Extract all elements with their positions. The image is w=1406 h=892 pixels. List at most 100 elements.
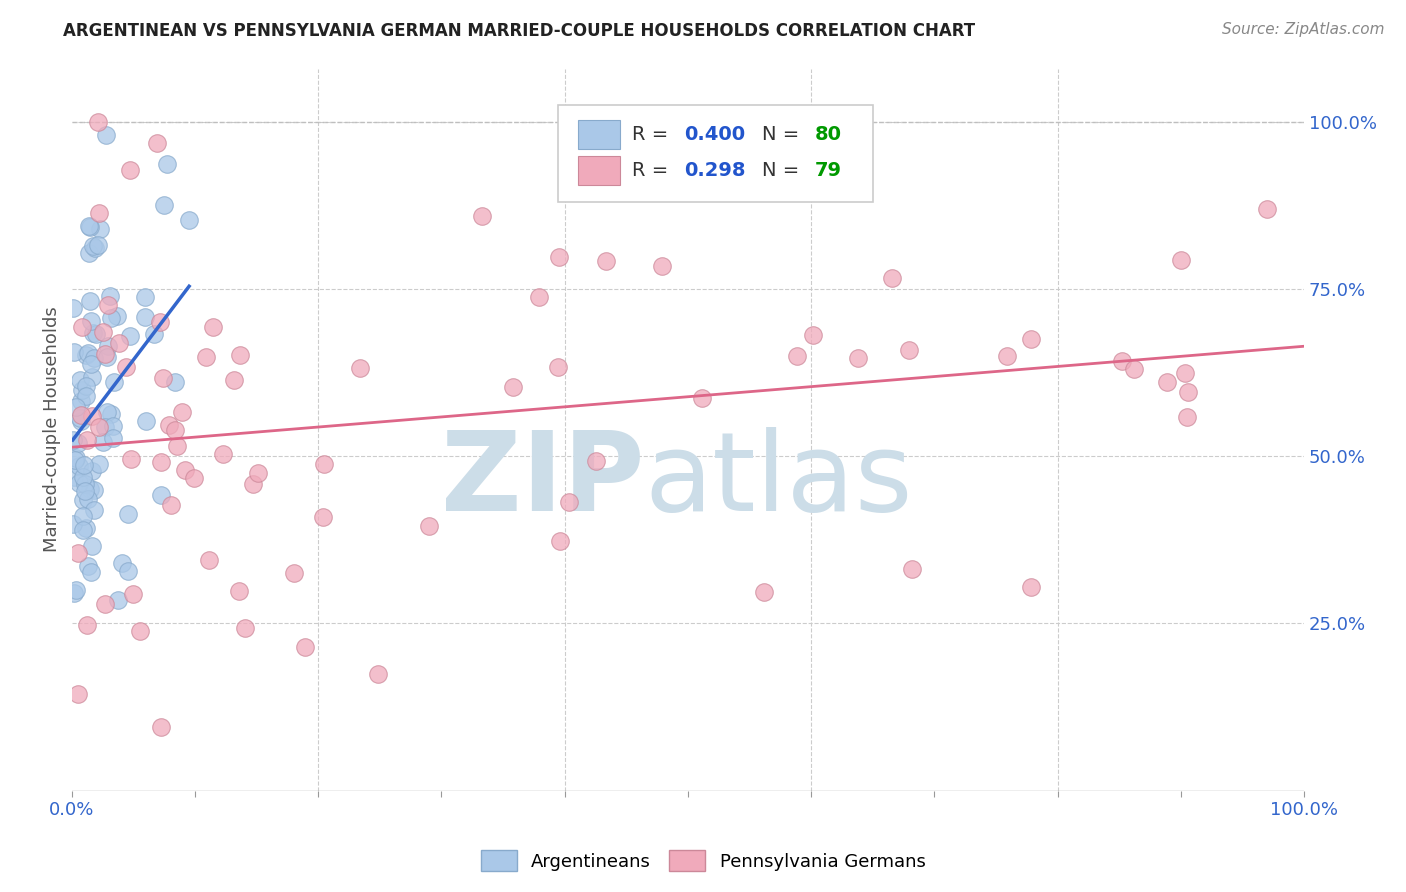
Text: Source: ZipAtlas.com: Source: ZipAtlas.com <box>1222 22 1385 37</box>
Point <box>228 583 250 598</box>
Point <box>1111 354 1133 368</box>
Point <box>848 351 870 365</box>
Point <box>75 348 97 362</box>
Point <box>70 408 93 422</box>
Point <box>96 351 118 365</box>
Point <box>76 433 98 447</box>
Point <box>418 519 440 533</box>
Point <box>153 197 176 211</box>
FancyBboxPatch shape <box>578 156 620 185</box>
Point <box>82 238 104 252</box>
Point <box>247 466 270 480</box>
Point <box>84 326 107 341</box>
Point <box>146 136 169 151</box>
Text: N =: N = <box>762 125 806 144</box>
Point <box>103 375 125 389</box>
Point <box>79 219 101 234</box>
Point <box>72 458 94 473</box>
Point <box>242 477 264 491</box>
Point <box>77 491 100 506</box>
Point <box>801 327 824 342</box>
Point <box>97 339 120 353</box>
Point <box>87 420 110 434</box>
Point <box>283 566 305 580</box>
Point <box>548 533 571 548</box>
Point <box>222 373 245 387</box>
Point <box>129 624 152 639</box>
Point <box>585 453 607 467</box>
Point <box>69 410 91 425</box>
Point <box>692 391 714 405</box>
Point <box>83 503 105 517</box>
Point <box>65 582 87 597</box>
Point <box>70 413 93 427</box>
Point <box>79 294 101 309</box>
Point <box>72 492 94 507</box>
Point <box>72 470 94 484</box>
Point <box>557 495 579 509</box>
Point <box>502 380 524 394</box>
Point <box>63 586 86 600</box>
Point <box>179 213 201 227</box>
Point <box>117 564 139 578</box>
Point <box>91 435 114 450</box>
Point <box>882 271 904 285</box>
Text: 0.298: 0.298 <box>685 161 745 180</box>
Point <box>1123 362 1146 376</box>
FancyBboxPatch shape <box>578 120 620 149</box>
Point <box>101 419 124 434</box>
Point <box>70 383 93 397</box>
Point <box>62 301 84 315</box>
Point <box>87 238 110 252</box>
Point <box>166 439 188 453</box>
Point <box>134 290 156 304</box>
Point <box>89 206 111 220</box>
Point <box>752 585 775 599</box>
Point <box>997 349 1019 363</box>
Point <box>75 379 97 393</box>
Point <box>111 557 134 571</box>
Point <box>65 400 87 414</box>
Legend: Argentineans, Pennsylvania Germans: Argentineans, Pennsylvania Germans <box>474 843 932 879</box>
Point <box>82 326 104 340</box>
Point <box>233 621 256 635</box>
Point <box>1175 410 1198 425</box>
Point <box>547 360 569 375</box>
Point <box>156 157 179 171</box>
Text: ARGENTINEAN VS PENNSYLVANIA GERMAN MARRIED-COUPLE HOUSEHOLDS CORRELATION CHART: ARGENTINEAN VS PENNSYLVANIA GERMAN MARRI… <box>63 22 976 40</box>
Point <box>1019 332 1042 346</box>
Point <box>77 219 100 233</box>
Point <box>143 326 166 341</box>
Point <box>174 463 197 477</box>
Point <box>63 453 86 467</box>
Point <box>75 521 97 535</box>
Point <box>1174 367 1197 381</box>
Point <box>94 128 117 143</box>
Point <box>93 326 115 340</box>
Point <box>898 343 921 357</box>
Point <box>72 509 94 524</box>
Point <box>93 420 115 434</box>
Point <box>121 587 143 601</box>
Point <box>62 344 84 359</box>
Point <box>134 310 156 325</box>
Text: R =: R = <box>633 161 675 180</box>
Point <box>294 640 316 655</box>
Point <box>83 483 105 498</box>
Point <box>118 162 141 177</box>
Point <box>1156 376 1178 390</box>
Point <box>195 350 218 364</box>
Point <box>183 471 205 485</box>
Point <box>471 209 494 223</box>
Y-axis label: Married-couple Households: Married-couple Households <box>44 307 60 552</box>
Point <box>160 498 183 512</box>
Point <box>66 546 89 560</box>
Point <box>201 320 224 334</box>
Point <box>149 720 172 734</box>
Point <box>1170 252 1192 267</box>
Point <box>84 241 107 255</box>
Point <box>67 458 90 473</box>
Point <box>152 370 174 384</box>
Point <box>165 423 187 437</box>
Text: atlas: atlas <box>645 426 912 533</box>
